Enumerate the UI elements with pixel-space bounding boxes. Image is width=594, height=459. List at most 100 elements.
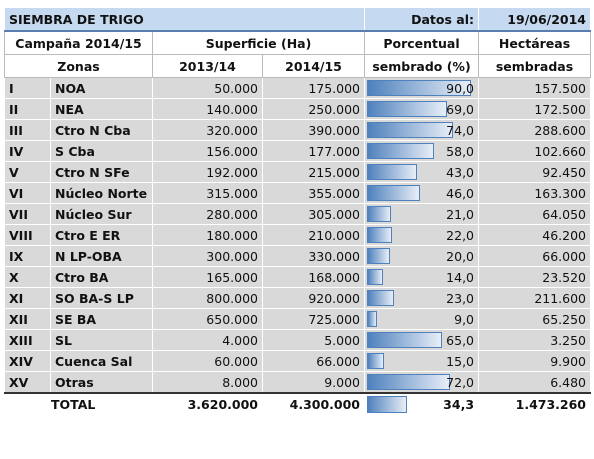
percent-cell: 20,0: [364, 245, 480, 267]
number-cell: 23.520: [478, 266, 592, 288]
percent-value: 58,0: [446, 143, 475, 159]
total-number: 3.620.000: [152, 392, 263, 416]
percent-value: 72,0: [446, 374, 475, 390]
number-cell: 355.000: [261, 182, 366, 204]
percent-cell: 9,0: [364, 308, 480, 330]
zone: Cuenca Sal: [50, 350, 153, 372]
zone-number: IX: [4, 245, 51, 267]
zone-number: VI: [4, 182, 51, 204]
data-bar: [367, 311, 378, 327]
percent-cell: 74,0: [364, 119, 480, 141]
header-cell: Porcentual: [364, 30, 480, 55]
number-cell: 215.000: [261, 161, 366, 183]
percent-value: 20,0: [446, 248, 475, 264]
data-bar: [367, 290, 394, 306]
data-bar: [367, 206, 392, 222]
zone: Núcleo Sur: [50, 203, 153, 225]
zone-number: XIII: [4, 329, 51, 351]
data-row: IX N LP-OBA 300.000 330.000 20,0 66.000: [4, 245, 592, 267]
zone: S Cba: [50, 140, 153, 162]
data-row: VIII Ctro E ER 180.000 210.000 22,0 46.200: [4, 224, 592, 246]
percent-cell: 21,0: [364, 203, 480, 225]
percent-cell: 69,0: [364, 98, 480, 120]
percent-cell: 90,0: [364, 77, 480, 99]
percent-value: 90,0: [446, 80, 475, 96]
data-row: VII Núcleo Sur 280.000 305.000 21,0 64.050: [4, 203, 592, 225]
percent-cell: 46,0: [364, 182, 480, 204]
header-cell: Hectáreas: [478, 30, 592, 55]
number-cell: 390.000: [261, 119, 366, 141]
zone-number: II: [4, 98, 51, 120]
number-cell: 66.000: [478, 245, 592, 267]
zone: Otras: [50, 371, 153, 394]
percent-cell: 15,0: [364, 350, 480, 372]
number-cell: 50.000: [152, 77, 263, 99]
number-cell: 4.000: [152, 329, 263, 351]
zone: SO BA-S LP: [50, 287, 153, 309]
number-cell: 66.000: [261, 350, 366, 372]
number-cell: 65.250: [478, 308, 592, 330]
number-cell: 650.000: [152, 308, 263, 330]
data-row: V Ctro N SFe 192.000 215.000 43,0 92.450: [4, 161, 592, 183]
data-bar: [367, 185, 421, 201]
zone-number: XI: [4, 287, 51, 309]
data-bar: [367, 80, 472, 96]
number-cell: 305.000: [261, 203, 366, 225]
number-cell: 211.600: [478, 287, 592, 309]
zone-number: XIV: [4, 350, 51, 372]
percent-value: 9,0: [454, 311, 475, 327]
number-cell: 92.450: [478, 161, 592, 183]
zone: Ctro BA: [50, 266, 153, 288]
total-number: 1.473.260: [478, 392, 592, 416]
zone-number: V: [4, 161, 51, 183]
percent-value: 46,0: [446, 185, 475, 201]
number-cell: 800.000: [152, 287, 263, 309]
percent-cell: 72,0: [364, 371, 480, 394]
number-cell: 64.050: [478, 203, 592, 225]
header-cell: Zonas: [4, 54, 153, 78]
number-cell: 60.000: [152, 350, 263, 372]
zone-number: I: [4, 77, 51, 99]
number-cell: 140.000: [152, 98, 263, 120]
percent-cell: 14,0: [364, 266, 480, 288]
number-cell: 288.600: [478, 119, 592, 141]
number-cell: 180.000: [152, 224, 263, 246]
zone-number: VII: [4, 203, 51, 225]
zone-number: X: [4, 266, 51, 288]
number-cell: 163.300: [478, 182, 592, 204]
title-row: SIEMBRA DE TRIGO Datos al: 19/06/2014: [3, 7, 592, 32]
total-label: TOTAL: [4, 392, 153, 416]
data-row: III Ctro N Cba 320.000 390.000 74,0 288.600: [4, 119, 592, 141]
number-cell: 5.000: [261, 329, 366, 351]
number-cell: 192.000: [152, 161, 263, 183]
number-cell: 210.000: [261, 224, 366, 246]
number-cell: 172.500: [478, 98, 592, 120]
title: SIEMBRA DE TRIGO: [3, 7, 366, 32]
total-number: 4.300.000: [261, 392, 366, 416]
number-cell: 8.000: [152, 371, 263, 394]
percent-value: 34,3: [443, 397, 475, 412]
data-bar: [367, 332, 443, 348]
data-bar: [367, 227, 393, 243]
header-row: Campaña 2014/15 Superficie (Ha) Porcentu…: [4, 30, 592, 55]
data-row: I NOA 50.000 175.000 90,0 157.500: [4, 77, 592, 99]
percent-value: 74,0: [446, 122, 475, 138]
data-bar: [367, 248, 391, 264]
header-cell: 2014/15: [261, 54, 366, 78]
percent-cell: 23,0: [364, 287, 480, 309]
number-cell: 280.000: [152, 203, 263, 225]
number-cell: 102.660: [478, 140, 592, 162]
data-bar: [367, 101, 447, 117]
number-cell: 9.000: [261, 371, 366, 394]
zone: Núcleo Norte: [50, 182, 153, 204]
percent-cell: 65,0: [364, 329, 480, 351]
zone: NOA: [50, 77, 153, 99]
data-bar: [367, 164, 417, 180]
data-row: VI Núcleo Norte 315.000 355.000 46,0 163.300: [4, 182, 592, 204]
number-cell: 177.000: [261, 140, 366, 162]
number-cell: 157.500: [478, 77, 592, 99]
percent-value: 43,0: [446, 164, 475, 180]
number-cell: 330.000: [261, 245, 366, 267]
date: 19/06/2014: [478, 7, 592, 32]
